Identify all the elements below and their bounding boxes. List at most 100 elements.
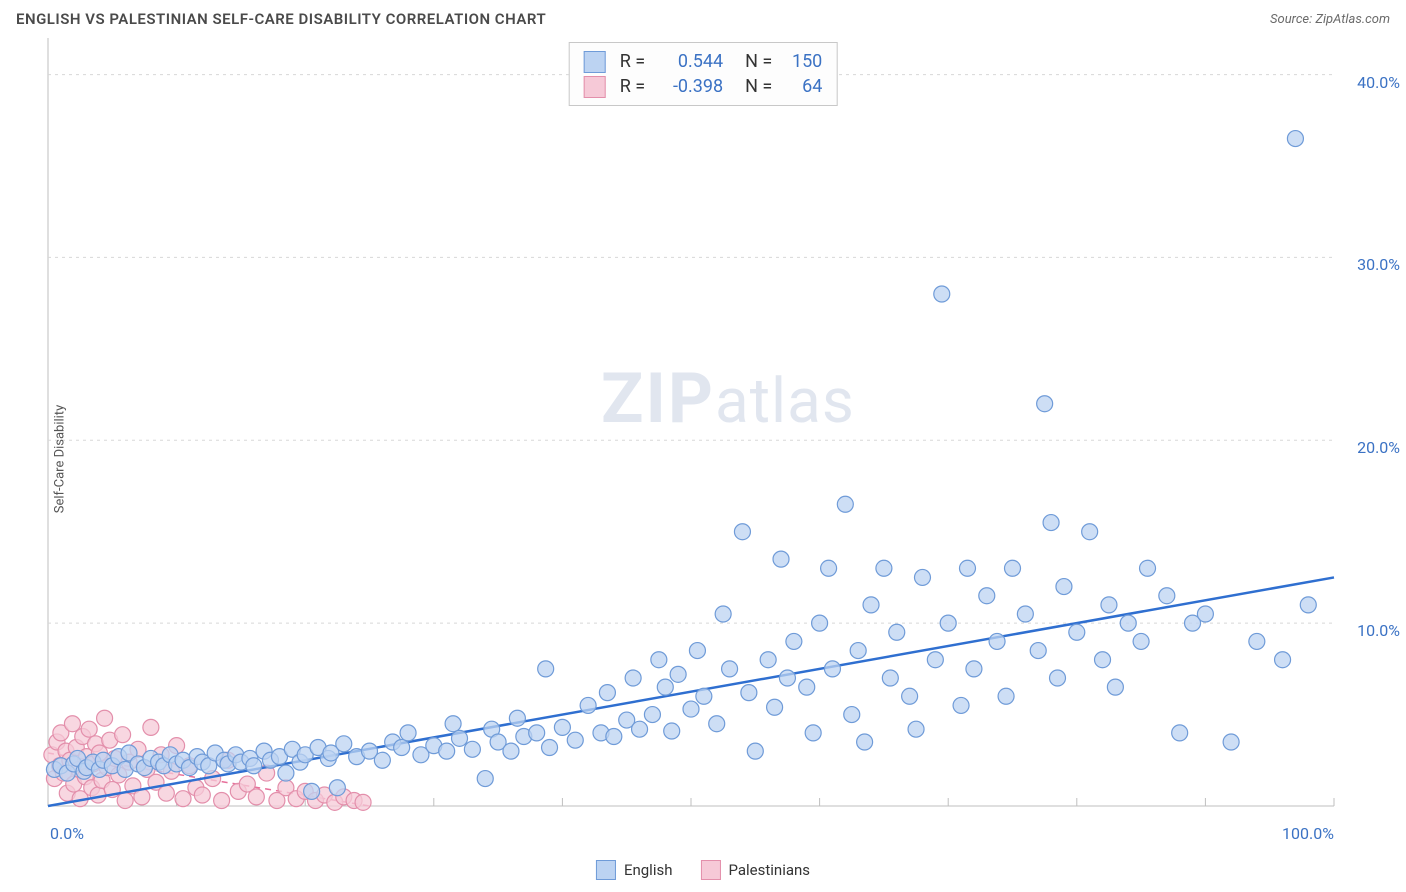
legend-swatch [596, 860, 616, 880]
chart-title: ENGLISH VS PALESTINIAN SELF-CARE DISABIL… [16, 10, 546, 28]
english-point [741, 685, 757, 701]
english-point [509, 710, 525, 726]
english-point [876, 560, 892, 576]
english-point [863, 597, 879, 613]
palestinians-point [81, 721, 97, 737]
english-point [304, 783, 320, 799]
english-point [1300, 597, 1316, 613]
english-point [734, 524, 750, 540]
y-tick-label: 10.0% [1330, 621, 1400, 640]
english-point [445, 716, 461, 732]
english-point [452, 730, 468, 746]
legend-item: English [596, 860, 673, 880]
english-point [760, 652, 776, 668]
legend-label: English [624, 861, 673, 879]
english-point [670, 666, 686, 682]
stats-row: R =0.544N =150 [584, 49, 823, 74]
english-point [657, 679, 673, 695]
english-point [812, 615, 828, 631]
english-point [696, 688, 712, 704]
english-point [998, 688, 1014, 704]
english-point [625, 670, 641, 686]
english-point [580, 697, 596, 713]
r-value: 0.544 [651, 49, 723, 74]
legend-swatch [700, 860, 720, 880]
english-point [400, 725, 416, 741]
english-point [1017, 606, 1033, 622]
english-point [1037, 396, 1053, 412]
y-axis-label: Self-Care Disability [53, 405, 68, 513]
english-point [722, 661, 738, 677]
english-point [1159, 588, 1175, 604]
english-point [715, 606, 731, 622]
english-point [1005, 560, 1021, 576]
n-label: N = [745, 49, 772, 74]
palestinians-point [214, 793, 230, 809]
r-label: R = [620, 49, 645, 74]
english-point [529, 725, 545, 741]
legend-item: Palestinians [700, 860, 810, 880]
english-point [767, 699, 783, 715]
english-point [959, 560, 975, 576]
english-point [1082, 524, 1098, 540]
palestinians-point [115, 727, 131, 743]
english-point [824, 661, 840, 677]
english-point [374, 752, 390, 768]
r-value: -0.398 [651, 74, 723, 99]
palestinians-point [355, 794, 371, 810]
english-point [773, 551, 789, 567]
english-point [599, 685, 615, 701]
scatter-chart: ZIPatlas [0, 34, 1406, 854]
english-point [651, 652, 667, 668]
english-point [821, 560, 837, 576]
svg-text:ZIPatlas: ZIPatlas [601, 358, 855, 440]
english-point [246, 758, 262, 774]
palestinians-point [143, 719, 159, 735]
english-point [329, 780, 345, 796]
x-tick-label: 100.0% [1282, 824, 1334, 843]
english-point [1050, 670, 1066, 686]
english-point [747, 743, 763, 759]
stats-swatch [584, 76, 606, 98]
palestinians-point [117, 793, 133, 809]
english-point [1069, 624, 1085, 640]
english-point [1120, 615, 1136, 631]
english-point [908, 721, 924, 737]
english-point [439, 743, 455, 759]
stats-legend: R =0.544N =150R =-0.398N =64 [569, 42, 838, 106]
chart-source: Source: ZipAtlas.com [1270, 12, 1390, 27]
stats-swatch [584, 51, 606, 73]
english-point [989, 633, 1005, 649]
english-point [1056, 579, 1072, 595]
english-point [889, 624, 905, 640]
english-point [1140, 560, 1156, 576]
english-point [567, 732, 583, 748]
y-tick-label: 30.0% [1330, 255, 1400, 274]
english-point [799, 679, 815, 695]
english-point [538, 661, 554, 677]
english-point [394, 739, 410, 755]
english-point [464, 741, 480, 757]
english-point [1197, 606, 1213, 622]
english-point [979, 588, 995, 604]
english-point [1287, 131, 1303, 147]
english-point [953, 697, 969, 713]
english-point [278, 765, 294, 781]
english-point [1133, 633, 1149, 649]
english-point [554, 719, 570, 735]
english-point [644, 707, 660, 723]
english-point [786, 633, 802, 649]
english-point [805, 725, 821, 741]
english-point [927, 652, 943, 668]
chart-header: ENGLISH VS PALESTINIAN SELF-CARE DISABIL… [0, 0, 1406, 34]
english-point [1095, 652, 1111, 668]
english-point [1107, 679, 1123, 695]
y-tick-label: 20.0% [1330, 438, 1400, 457]
english-point [882, 670, 898, 686]
english-point [1172, 725, 1188, 741]
english-point [1030, 643, 1046, 659]
english-point [606, 729, 622, 745]
legend-label: Palestinians [728, 861, 810, 879]
english-point [336, 736, 352, 752]
english-point [1249, 633, 1265, 649]
